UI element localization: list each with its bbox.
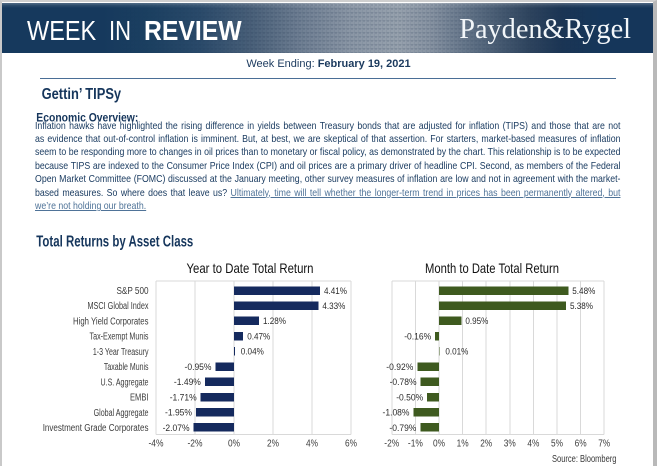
svg-text:Taxable Munis: Taxable Munis — [104, 362, 149, 373]
svg-text:-4%: -4% — [149, 438, 164, 449]
svg-text:-1.71%: -1.71% — [170, 392, 197, 403]
svg-text:0%: 0% — [433, 438, 445, 449]
svg-text:S&P 500: S&P 500 — [117, 286, 149, 297]
svg-text:U.S. Aggregate: U.S. Aggregate — [101, 377, 149, 388]
svg-text:1.28%: 1.28% — [263, 316, 286, 327]
svg-text:-2.07%: -2.07% — [163, 423, 190, 434]
svg-text:Month to Date Total Return: Month to Date Total Return — [425, 261, 559, 276]
svg-text:2%: 2% — [480, 438, 492, 449]
svg-text:6%: 6% — [345, 438, 357, 449]
svg-text:Global Aggregate: Global Aggregate — [94, 408, 149, 419]
svg-text:-1%: -1% — [408, 438, 423, 449]
svg-text:-0.92%: -0.92% — [386, 362, 413, 373]
svg-text:4%: 4% — [306, 438, 318, 449]
svg-text:-0.78%: -0.78% — [390, 377, 417, 388]
svg-text:4.41%: 4.41% — [324, 286, 347, 297]
svg-text:3%: 3% — [504, 438, 516, 449]
svg-text:-1.49%: -1.49% — [174, 377, 201, 388]
svg-text:-2%: -2% — [188, 438, 203, 449]
svg-text:0.95%: 0.95% — [465, 316, 488, 327]
svg-text:4.33%: 4.33% — [322, 301, 345, 312]
svg-text:-0.16%: -0.16% — [404, 332, 431, 343]
svg-text:0.01%: 0.01% — [445, 347, 468, 358]
svg-text:Economic Overview:: Economic Overview: — [36, 112, 138, 125]
svg-text:5.38%: 5.38% — [570, 301, 593, 312]
svg-text:-1.08%: -1.08% — [383, 408, 410, 419]
svg-text:Gettin’ TIPSy: Gettin’ TIPSy — [42, 86, 122, 103]
svg-text:7%: 7% — [598, 438, 610, 449]
svg-text:High Yield Corporates: High Yield Corporates — [73, 316, 149, 327]
svg-text:-2%: -2% — [384, 438, 399, 449]
svg-text:5.48%: 5.48% — [572, 286, 595, 297]
svg-text:4%: 4% — [527, 438, 539, 449]
svg-text:EMBI: EMBI — [130, 393, 149, 404]
svg-text:Total Returns by Asset Class: Total Returns by Asset Class — [36, 234, 193, 251]
svg-text:-0.50%: -0.50% — [396, 392, 423, 403]
svg-text:-0.79%: -0.79% — [389, 423, 416, 434]
svg-text:Investment Grade Corporates: Investment Grade Corporates — [43, 423, 149, 434]
svg-text:0.04%: 0.04% — [241, 347, 264, 358]
svg-text:0.47%: 0.47% — [247, 332, 270, 343]
svg-text:0%: 0% — [228, 438, 240, 449]
svg-text:MSCI Global Index: MSCI Global Index — [88, 301, 149, 312]
svg-text:Tax-Exempt Munis: Tax-Exempt Munis — [90, 332, 149, 343]
svg-text:6%: 6% — [575, 438, 587, 449]
svg-text:1%: 1% — [457, 438, 469, 449]
svg-text:5%: 5% — [551, 438, 563, 449]
svg-text:-1.95%: -1.95% — [165, 408, 192, 419]
svg-text:-0.95%: -0.95% — [185, 362, 212, 373]
svg-text:Year to Date Total Return: Year to Date Total Return — [187, 261, 314, 276]
svg-text:2%: 2% — [267, 438, 279, 449]
svg-text:1-3 Year Treasury: 1-3 Year Treasury — [93, 347, 149, 358]
svg-text:Source: Bloomberg: Source: Bloomberg — [552, 454, 617, 465]
